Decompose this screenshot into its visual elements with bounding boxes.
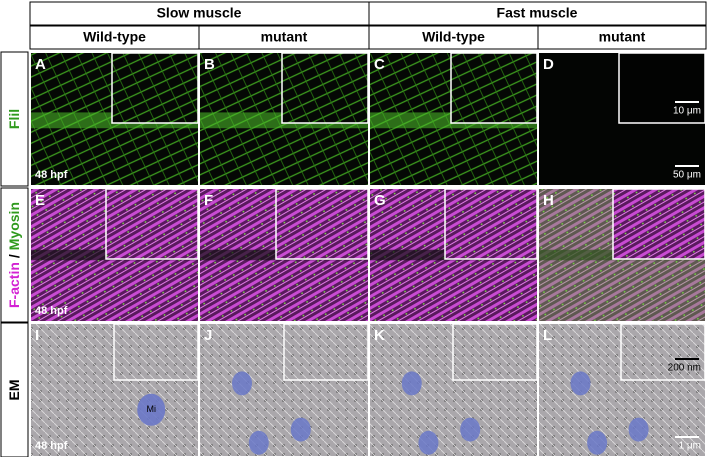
- row-box: [0, 187, 29, 323]
- group-box: [368, 1, 707, 26]
- inset: [612, 188, 706, 260]
- row-label-part: F-actin: [6, 262, 22, 308]
- nucleus: [232, 371, 252, 396]
- group-title: Fast muscle: [497, 5, 578, 21]
- panel-letter: D: [543, 56, 554, 73]
- nucleus: [628, 417, 649, 442]
- inset: [281, 52, 369, 124]
- panel-letter: I: [35, 327, 39, 344]
- stage-label: 48 hpf: [35, 169, 68, 181]
- panel-letter: C: [374, 56, 385, 73]
- panel-letter: E: [35, 192, 45, 209]
- column-title: mutant: [261, 29, 308, 45]
- stage-label: 48 hpf: [35, 305, 68, 317]
- column-box: [537, 25, 707, 50]
- scale-label: 200 nm: [668, 363, 701, 374]
- row-box: [0, 322, 29, 457]
- panel-letter: L: [543, 327, 552, 344]
- organelle-label: Mi: [146, 404, 156, 414]
- inset: [113, 323, 199, 381]
- inset: [283, 323, 369, 381]
- nucleus: [401, 371, 422, 396]
- panel-letter: J: [204, 327, 212, 344]
- inset: [620, 323, 706, 381]
- column-title: mutant: [599, 29, 646, 45]
- row-label: F-actin / Myosin: [6, 202, 22, 308]
- stage-label: 48 hpf: [35, 440, 68, 452]
- scale-label: 10 μm: [673, 106, 701, 117]
- panel-letter: G: [374, 192, 386, 209]
- panel-letter: B: [204, 56, 215, 73]
- scale-label: 50 μm: [673, 170, 701, 181]
- row-box: [0, 51, 29, 187]
- inset: [444, 188, 538, 260]
- nucleus: [248, 430, 269, 455]
- panel-letter: K: [374, 327, 385, 344]
- row-label-part: EM: [6, 380, 22, 401]
- nucleus: [137, 393, 166, 426]
- nucleus: [290, 417, 311, 442]
- row-label: Flil: [6, 109, 22, 129]
- inset: [275, 188, 369, 260]
- nucleus: [418, 430, 439, 455]
- row-label: EM: [6, 380, 22, 401]
- panel-letter: A: [35, 56, 46, 73]
- row-label-part: Myosin: [6, 202, 22, 250]
- panel-letter: H: [543, 192, 554, 209]
- row-label-part: /: [6, 254, 22, 258]
- nucleus: [570, 371, 591, 396]
- panel-letter: F: [204, 192, 213, 209]
- inset: [111, 52, 199, 124]
- row-label-part: Flil: [6, 109, 22, 129]
- scale-label: 1 μm: [679, 441, 701, 452]
- inset: [618, 52, 706, 124]
- column-title: Wild-type: [83, 29, 146, 45]
- inset: [452, 323, 538, 381]
- nucleus: [460, 417, 481, 442]
- inset: [105, 188, 199, 260]
- group-title: Slow muscle: [157, 5, 242, 21]
- inset: [450, 52, 538, 124]
- column-title: Wild-type: [422, 29, 485, 45]
- nucleus: [587, 430, 608, 455]
